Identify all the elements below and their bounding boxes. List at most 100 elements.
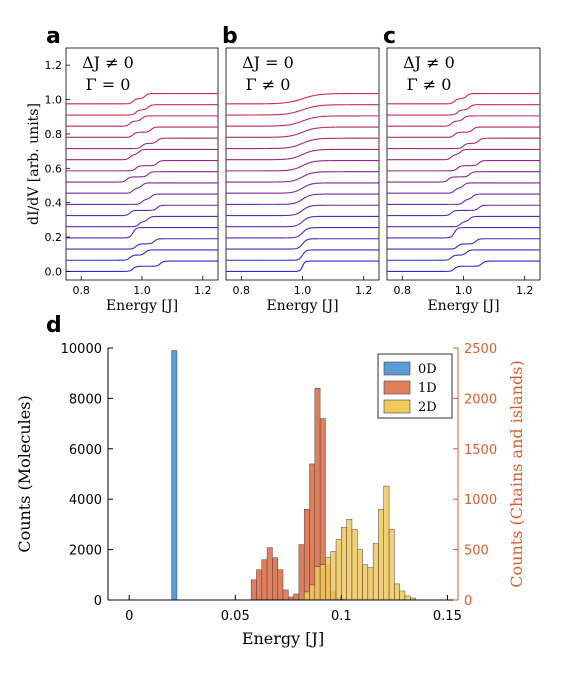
panel-a-curve-3	[66, 238, 218, 250]
panel-a-curve-15	[66, 104, 218, 116]
bar-2D	[356, 549, 363, 601]
panel-c-curve-14	[387, 115, 540, 127]
panel-d: d 0 0.05 0.1 0.1502000400060008000100000500…	[15, 313, 526, 648]
panel-c-xtick-label: 1.0	[455, 284, 473, 297]
panel-b-xtick-label: 1.2	[355, 284, 373, 297]
panel-a-curve-10	[66, 160, 218, 172]
bar-1D	[282, 589, 289, 601]
histogram-ytick-label: 0	[94, 594, 102, 609]
panel-b-curve-3	[226, 238, 379, 250]
panel-a-curve-2	[66, 249, 218, 261]
panel-a-ylabel: dI/dV [arb. units]	[26, 103, 42, 225]
panel-c-curve-4	[387, 227, 540, 239]
panel-c-curve-10	[387, 160, 540, 172]
histogram-ytick-label: 2000	[69, 544, 102, 559]
panel-b-curves	[226, 92, 379, 272]
panel-b-curve-10	[226, 160, 379, 172]
panel-b-curve-5	[226, 215, 379, 228]
panel-c-frame	[386, 47, 541, 281]
panel-b-curve-2	[226, 249, 379, 261]
panel-a-ytick-label: 0.6	[45, 162, 63, 175]
bar-2D	[335, 539, 342, 601]
panel-a-curve-8	[66, 182, 218, 194]
histogram-xtick-label: 0.15	[433, 609, 462, 624]
bar-2D	[399, 590, 406, 601]
panel-b-curve-11	[226, 148, 379, 161]
panel-b: b 0.8 1.0 1.2 Energy [J] ΔJ = 0 Γ ≠ 0	[222, 24, 380, 314]
panel-a-ytick-label: 0.0	[45, 265, 63, 278]
legend-label-1D: 1D	[418, 381, 437, 396]
legend-swatch-2D	[383, 399, 411, 414]
bar-2D	[309, 584, 316, 601]
panel-a-annotation-1: ΔJ ≠ 0	[82, 53, 134, 72]
legend-swatch-1D	[383, 380, 411, 395]
panel-b-xtick-label: 1.0	[294, 284, 312, 297]
histogram-y2tick-label: 2000	[464, 392, 497, 407]
bar-2D	[378, 509, 385, 601]
panel-a-xtick-label: 1.0	[133, 284, 151, 297]
bar-2D	[341, 527, 347, 601]
bar-1D	[272, 557, 278, 601]
panel-b-curve-14	[226, 115, 379, 127]
panel-c: c 0.8 1.0 1.2 Energy [J] ΔJ ≠ 0 Γ ≠ 0	[383, 24, 541, 314]
panel-a-annotation-2: Γ = 0	[86, 75, 131, 94]
panel-b-curve-16	[226, 92, 379, 105]
histogram-ytick-label: 8000	[69, 392, 102, 407]
panel-c-curve-11	[387, 148, 540, 161]
bar-2D	[325, 557, 331, 601]
panel-c-curve-16	[387, 92, 540, 105]
panel-c-curve-7	[387, 193, 540, 205]
legend-label-2D: 2D	[418, 400, 437, 415]
series-0D-bars	[171, 350, 178, 601]
bar-1D	[261, 559, 268, 601]
bar-2D	[388, 529, 395, 601]
histogram-xtick-label: 0	[125, 609, 133, 624]
histogram-y2tick-label: 2500	[464, 342, 497, 357]
panel-a-curve-11	[66, 148, 218, 161]
panel-a-curve-7	[66, 193, 218, 205]
panel-b-curve-13	[226, 126, 379, 138]
panel-a-curve-16	[66, 92, 218, 105]
histogram-y2tick-label: 500	[464, 544, 489, 559]
histogram-y2tick-label: 0	[464, 594, 472, 609]
panel-c-xtick-label: 1.2	[516, 284, 534, 297]
panel-b-curve-6	[226, 204, 379, 217]
panel-a-ytick-label: 1.0	[45, 94, 63, 107]
bar-2D	[314, 566, 321, 601]
bar-2D	[404, 595, 411, 601]
panel-b-annotation-2: Γ ≠ 0	[246, 75, 291, 94]
bar-2D	[394, 583, 400, 601]
panel-c-curve-5	[387, 215, 540, 228]
panel-a-curve-13	[66, 126, 218, 138]
panel-c-xlabel: Energy [J]	[427, 298, 499, 314]
histogram-ytick-label: 6000	[69, 443, 102, 458]
panel-c-curve-8	[387, 182, 540, 194]
bar-1D	[256, 569, 263, 601]
bar-1D	[277, 569, 284, 601]
bar-2D	[351, 529, 358, 601]
panel-c-curve-13	[387, 126, 540, 138]
panel-a-xtick-label: 1.2	[194, 284, 212, 297]
histogram-xtick-label: 0.05	[221, 609, 250, 624]
panel-a-ytick-label: 0.2	[45, 231, 63, 244]
bar-2D	[383, 485, 390, 601]
histogram-ytick-label: 4000	[69, 493, 102, 508]
panel-c-curve-12	[387, 137, 540, 150]
panel-c-curves	[387, 92, 540, 272]
panel-d-letter: d	[46, 313, 62, 338]
histogram-legend: 0D 1D 2D	[377, 353, 453, 419]
panel-b-annotation-1: ΔJ = 0	[242, 53, 294, 72]
panel-c-curve-3	[387, 238, 540, 250]
bar-2D	[346, 519, 353, 601]
histogram-xtick-label: 0.1	[331, 609, 352, 624]
histogram-y2label: Counts (Chains and islands)	[507, 360, 526, 587]
panel-b-xtick-label: 0.8	[233, 284, 251, 297]
bar-1D	[309, 463, 316, 601]
panel-a-curve-12	[66, 137, 218, 150]
bar-2D	[372, 543, 379, 601]
panel-a-curve-6	[66, 204, 218, 217]
legend-label-0D: 0D	[418, 362, 437, 377]
panel-a-curve-4	[66, 227, 218, 239]
bar-1D	[298, 544, 305, 601]
